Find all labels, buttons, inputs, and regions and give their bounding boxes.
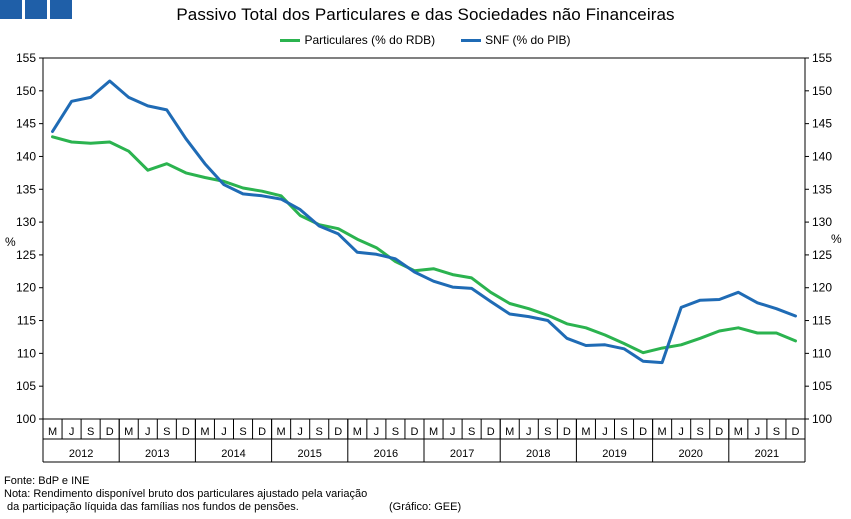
- x-tick-label: D: [182, 426, 190, 438]
- y-tick-label-left: 120: [16, 281, 36, 295]
- y-tick-label-right: 140: [812, 149, 832, 163]
- y-tick-label-left: 125: [16, 248, 36, 262]
- x-tick-label: S: [468, 426, 475, 438]
- y-tick-label-right: 135: [812, 182, 832, 196]
- x-tick-label: S: [239, 426, 246, 438]
- x-tick-label: D: [487, 426, 495, 438]
- series-line-particulares: [51, 135, 797, 355]
- x-tick-label: S: [392, 426, 399, 438]
- x-tick-label: M: [353, 426, 362, 438]
- footer-note-line-2: da participação líquida das famílias nos…: [4, 501, 299, 513]
- x-tick-label: J: [602, 426, 608, 438]
- x-tick-label: M: [658, 426, 667, 438]
- legend-item-particulares: Particulares (% do RDB): [280, 33, 435, 47]
- x-tick-label: J: [678, 426, 684, 438]
- year-label: 2020: [678, 448, 702, 460]
- footer-source: Fonte: BdP e INE: [4, 475, 90, 487]
- y-tick-label-left: 145: [16, 117, 36, 131]
- footer-credit: (Gráfico: GEE): [389, 501, 462, 513]
- x-tick-label: M: [505, 426, 514, 438]
- y-tick-label-left: 115: [17, 314, 36, 328]
- y-axis-label-right: %: [831, 232, 842, 246]
- x-tick-label: J: [221, 426, 227, 438]
- x-tick-label: J: [450, 426, 456, 438]
- x-tick-label: S: [544, 426, 551, 438]
- x-tick-label: S: [163, 426, 170, 438]
- x-tick-label: S: [87, 426, 94, 438]
- x-tick-label: D: [410, 426, 418, 438]
- y-tick-label-left: 135: [16, 182, 36, 196]
- x-tick-label: M: [429, 426, 438, 438]
- chart-legend: Particulares (% do RDB) SNF (% do PIB): [0, 33, 851, 47]
- x-tick-label: D: [791, 426, 799, 438]
- x-tick-label: S: [620, 426, 627, 438]
- chart-title: Passivo Total dos Particulares e das Soc…: [176, 5, 675, 24]
- x-tick-label: D: [258, 426, 266, 438]
- footer-note-line-1: Nota: Rendimento disponível bruto dos pa…: [4, 488, 368, 500]
- x-tick-label: J: [755, 426, 761, 438]
- x-tick-label: M: [277, 426, 286, 438]
- y-tick-label-left: 140: [16, 149, 36, 163]
- x-tick-label: D: [334, 426, 342, 438]
- y-tick-label-right: 155: [812, 51, 832, 65]
- y-tick-label-right: 125: [812, 248, 832, 262]
- y-tick-label-left: 100: [16, 412, 36, 426]
- year-label: 2015: [297, 448, 321, 460]
- y-tick-label-right: 150: [812, 84, 832, 98]
- year-label: 2012: [69, 448, 93, 460]
- x-tick-label: M: [734, 426, 743, 438]
- x-tick-label: M: [581, 426, 590, 438]
- y-tick-label-right: 120: [812, 281, 832, 295]
- y-tick-label-left: 130: [16, 215, 36, 229]
- y-tick-label-right: 110: [812, 346, 831, 360]
- year-label: 2018: [526, 448, 550, 460]
- legend-item-snf: SNF (% do PIB): [461, 33, 571, 47]
- year-label: 2017: [450, 448, 474, 460]
- x-tick-label: J: [297, 426, 303, 438]
- x-tick-label: J: [145, 426, 151, 438]
- y-tick-label-right: 115: [812, 314, 831, 328]
- y-axis-label-left: %: [5, 235, 16, 249]
- y-tick-label-left: 105: [16, 379, 36, 393]
- y-tick-label-left: 150: [16, 84, 36, 98]
- year-label: 2021: [755, 448, 779, 460]
- y-tick-label-right: 130: [812, 215, 832, 229]
- x-tick-label: J: [374, 426, 380, 438]
- x-tick-label: J: [69, 426, 75, 438]
- year-label: 2014: [221, 448, 245, 460]
- x-tick-label: D: [639, 426, 647, 438]
- x-tick-label: J: [526, 426, 532, 438]
- x-tick-label: D: [106, 426, 114, 438]
- x-tick-label: D: [715, 426, 723, 438]
- series-line-snf: [51, 79, 797, 365]
- x-tick-label: M: [200, 426, 209, 438]
- y-tick-label-left: 110: [17, 346, 36, 360]
- logo-blocks: [0, 0, 72, 19]
- y-tick-label-left: 155: [16, 51, 36, 65]
- x-tick-label: M: [48, 426, 57, 438]
- x-tick-label: D: [563, 426, 571, 438]
- chart-footer: Fonte: BdP e INE Nota: Rendimento dispon…: [4, 475, 367, 514]
- legend-label-snf: SNF (% do PIB): [485, 33, 571, 47]
- logo-block-2: [25, 0, 47, 19]
- x-tick-label: S: [697, 426, 704, 438]
- y-tick-label-right: 145: [812, 117, 832, 131]
- y-tick-label-right: 105: [812, 379, 832, 393]
- legend-swatch-snf: [461, 38, 482, 42]
- y-tick-label-right: 100: [812, 412, 832, 426]
- year-label: 2016: [374, 448, 398, 460]
- year-label: 2019: [602, 448, 626, 460]
- logo-block-1: [0, 0, 22, 19]
- plot-frame: [42, 57, 806, 420]
- year-label: 2013: [145, 448, 169, 460]
- legend-label-particulares: Particulares (% do RDB): [304, 33, 436, 47]
- x-tick-label: S: [316, 426, 323, 438]
- legend-swatch-particulares: [280, 38, 301, 42]
- logo-block-3: [50, 0, 72, 19]
- x-tick-label: M: [124, 426, 133, 438]
- x-tick-label: S: [773, 426, 780, 438]
